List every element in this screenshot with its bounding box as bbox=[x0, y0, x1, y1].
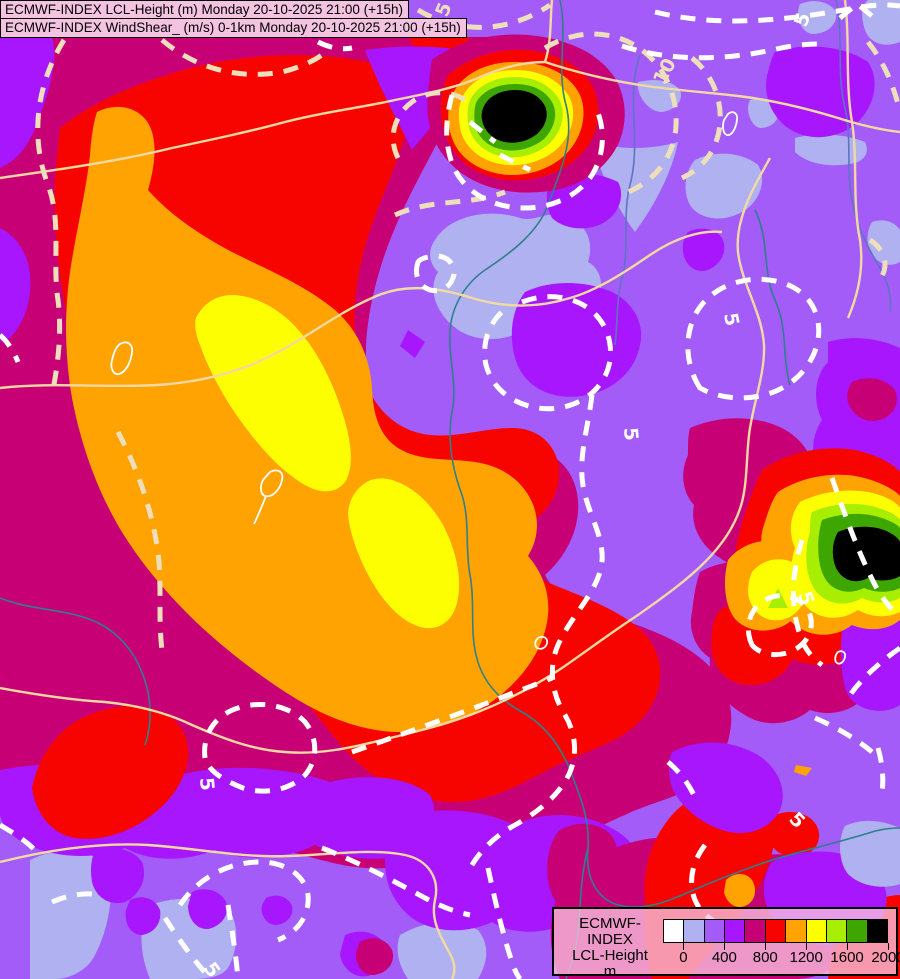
contour-label: 5 bbox=[719, 311, 743, 328]
lcl-field-right-system bbox=[683, 378, 900, 724]
legend-swatch bbox=[703, 919, 725, 943]
legend-color-scale bbox=[663, 919, 888, 943]
legend-title-model: ECMWF-INDEX bbox=[579, 915, 641, 948]
legend-swatch bbox=[785, 919, 806, 943]
legend-tick-value: 400 bbox=[711, 949, 737, 966]
legend-swatch bbox=[825, 919, 847, 943]
legend-swatch bbox=[744, 919, 765, 943]
legend-swatch bbox=[683, 919, 704, 943]
legend-swatch bbox=[764, 919, 786, 943]
legend-tick bbox=[724, 943, 726, 950]
legend-box: ECMWF-INDEX LCL-Height m 0 400 800 1200 1600… bbox=[552, 907, 900, 979]
contour-label: 5 bbox=[793, 589, 818, 608]
title-bar-lcl-height: ECMWF-INDEX LCL-Height (m) Monday 20-10-… bbox=[0, 0, 410, 20]
legend-tick bbox=[847, 943, 849, 950]
legend-tick-value: 1600 bbox=[830, 949, 864, 966]
lakes bbox=[110, 111, 847, 665]
legend-tick bbox=[888, 943, 889, 950]
contour-label: 5 bbox=[619, 427, 642, 442]
title-bar-windshear: ECMWF-INDEX WindShear_ (m/s) 0-1km Monda… bbox=[0, 18, 467, 38]
legend-tick bbox=[765, 943, 767, 950]
legend-tick-value: 0 bbox=[679, 949, 688, 966]
legend-swatch bbox=[846, 919, 867, 943]
legend-swatch bbox=[724, 919, 745, 943]
legend-tick-value: 800 bbox=[752, 949, 778, 966]
legend-tick bbox=[683, 943, 685, 950]
lcl-field-bottom-left bbox=[0, 706, 644, 977]
bullseye-top-core bbox=[448, 62, 584, 176]
legend-title-parameter: LCL-Height bbox=[572, 947, 648, 964]
legend-swatch bbox=[866, 919, 888, 943]
contour-label: 5 bbox=[195, 777, 218, 792]
legend-swatch bbox=[663, 919, 684, 943]
lcl-field-yellow-cores bbox=[195, 294, 460, 629]
legend-swatch bbox=[805, 919, 826, 943]
legend-tick bbox=[806, 943, 808, 950]
legend-tick-value: 2000 bbox=[871, 949, 900, 966]
legend-tick-value: 1200 bbox=[789, 949, 823, 966]
legend-unit: m bbox=[603, 963, 617, 979]
legend-titles: ECMWF-INDEX LCL-Height m bbox=[558, 916, 662, 979]
